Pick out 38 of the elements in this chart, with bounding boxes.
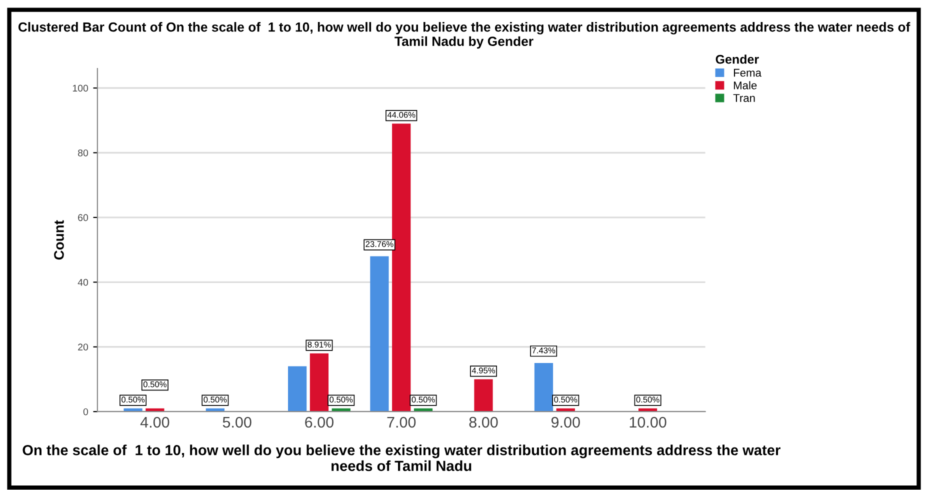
x-axis-title: On the scale of 1 to 10, how well do you believe the existing water distribution agreements address the water needs of Tamil Nadu [22,444,780,472]
y-tick-label: 80 [78,149,88,156]
x-tick-label: 7.00 [387,416,416,428]
annotation: 4.95% [472,368,496,374]
annotation: 7.43% [532,347,556,354]
annotation: 0.50% [412,396,435,403]
bar [370,256,389,412]
bar [474,379,493,412]
y-tick-label: 40 [78,278,88,286]
bar [392,124,411,412]
annotation: 44.06% [387,112,416,118]
bar [534,363,554,412]
annotation: 0.50% [554,396,578,403]
annotation: 0.50% [122,396,145,403]
legend-label: Tran [733,94,755,102]
bar [288,366,307,412]
x-tick-label: 6.00 [305,416,334,428]
annotation: 8.91% [308,342,331,348]
y-tick-label: 100 [72,84,88,92]
y-axis-title: Count [54,220,64,260]
annotation: 23.76% [366,241,394,248]
bar [310,353,329,412]
legend-label: Male [734,81,757,90]
x-tick-label: 4.00 [140,416,170,428]
legend-title: Gender [716,54,759,64]
y-tick-label: 60 [78,214,88,222]
x-tick-label: 9.00 [551,416,580,428]
y-tick-label: 20 [78,344,88,350]
annotation: 0.50% [330,396,353,403]
annotation: 0.50% [636,396,660,403]
x-tick-label: 8.00 [469,416,498,428]
legend-label: Fema [734,68,762,77]
annotation: 0.50% [204,396,227,403]
x-tick-label: 10.00 [630,416,666,428]
y-tick-label: 0 [83,408,88,416]
annotation: 0.50% [143,381,166,388]
x-tick-label: 5.00 [222,416,252,428]
chart-title: Clustered Bar Count of On the scale of 1 to 10, how well do you believe the existing water distribution agreements address the water needs of Tamil Nadu by Gender [18,22,910,49]
